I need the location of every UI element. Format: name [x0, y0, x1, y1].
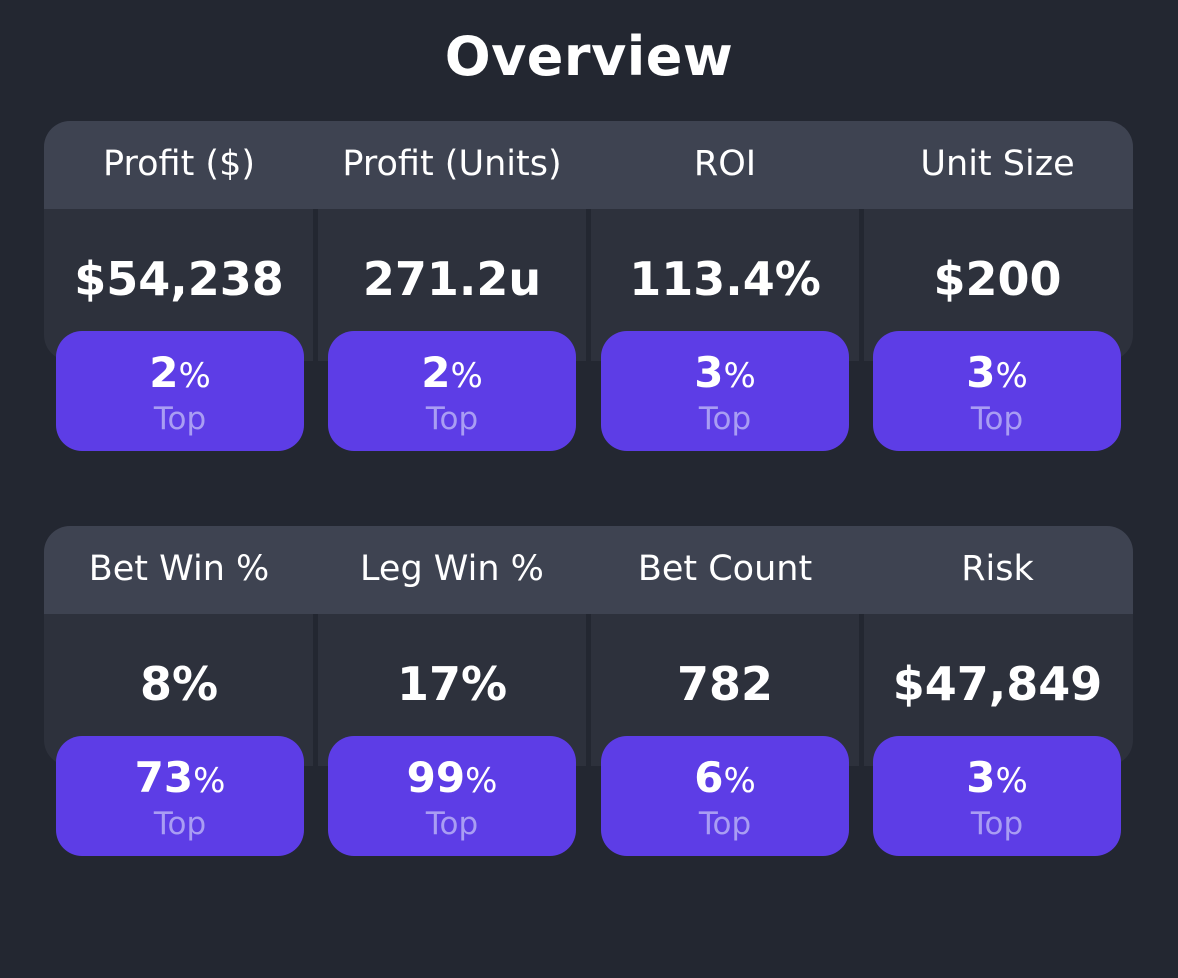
stat-value-unit-size: $200	[933, 252, 1062, 306]
stat-label-profit-dollars: Profit ($)	[103, 144, 255, 184]
column-divider	[313, 209, 318, 361]
rank-percent: 6%	[694, 753, 756, 802]
stats-card-header	[44, 121, 1133, 209]
stat-value-bet-count: 782	[676, 657, 774, 711]
rank-badge-risk[interactable]: 3% Top	[873, 736, 1121, 856]
rank-label: Top	[153, 401, 207, 437]
rank-percent: 99%	[406, 753, 498, 802]
stat-value-profit-dollars: $54,238	[74, 252, 284, 306]
rank-label: Top	[425, 401, 479, 437]
rank-badge-roi[interactable]: 3% Top	[601, 331, 849, 451]
rank-percent: 73%	[134, 753, 226, 802]
stat-label-risk: Risk	[961, 549, 1034, 589]
stat-label-profit-units: Profit (Units)	[342, 144, 562, 184]
column-divider	[859, 209, 864, 361]
rank-badge-leg-win[interactable]: 99% Top	[328, 736, 576, 856]
rank-percent: 3%	[694, 348, 756, 397]
stat-label-bet-win: Bet Win %	[88, 549, 270, 589]
rank-percent: 3%	[966, 753, 1028, 802]
stat-label-leg-win: Leg Win %	[360, 549, 544, 589]
rank-percent: 2%	[149, 348, 211, 397]
column-divider	[586, 209, 591, 361]
stats-card-primary: Profit ($) Profit (Units) ROI Unit Size …	[44, 121, 1133, 361]
rank-label: Top	[153, 806, 207, 842]
column-divider	[859, 614, 864, 766]
page-title: Overview	[444, 25, 734, 88]
rank-badge-unit-size[interactable]: 3% Top	[873, 331, 1121, 451]
rank-percent: 3%	[966, 348, 1028, 397]
rank-badge-bet-count[interactable]: 6% Top	[601, 736, 849, 856]
stat-label-unit-size: Unit Size	[920, 144, 1075, 184]
stat-value-profit-units: 271.2u	[362, 252, 542, 306]
rank-badge-profit-dollars[interactable]: 2% Top	[56, 331, 304, 451]
rank-label: Top	[970, 401, 1024, 437]
stat-label-roi: ROI	[693, 144, 757, 184]
stats-card-header	[44, 526, 1133, 614]
stat-value-bet-win: 8%	[139, 657, 219, 711]
rank-label: Top	[698, 401, 752, 437]
rank-label: Top	[698, 806, 752, 842]
rank-percent: 2%	[421, 348, 483, 397]
column-divider	[586, 614, 591, 766]
rank-badge-bet-win[interactable]: 73% Top	[56, 736, 304, 856]
stat-value-roi: 113.4%	[629, 252, 821, 306]
rank-label: Top	[970, 806, 1024, 842]
stats-card-secondary: Bet Win % Leg Win % Bet Count Risk 8% 17…	[44, 526, 1133, 766]
column-divider	[313, 614, 318, 766]
rank-badge-profit-units[interactable]: 2% Top	[328, 331, 576, 451]
stat-value-leg-win: 17%	[396, 657, 508, 711]
stat-value-risk: $47,849	[892, 657, 1103, 711]
rank-label: Top	[425, 806, 479, 842]
stat-label-bet-count: Bet Count	[637, 549, 813, 589]
